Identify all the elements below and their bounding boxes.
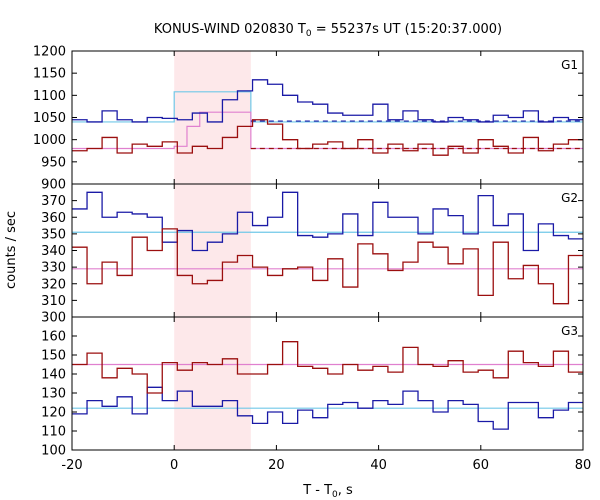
g1-y-tick-label: 950 bbox=[41, 155, 66, 170]
y-axis-label: counts / sec bbox=[4, 211, 19, 289]
g1-panel-label: G1 bbox=[561, 58, 578, 72]
x-tick-label: 20 bbox=[268, 458, 285, 473]
g3-y-tick-label: 160 bbox=[41, 330, 66, 345]
g3-y-tick-label: 150 bbox=[41, 349, 66, 364]
x-tick-label: 40 bbox=[370, 458, 387, 473]
g3-series-blue bbox=[72, 386, 583, 430]
g3-panel-label: G3 bbox=[561, 324, 578, 338]
g2-y-tick-label: 370 bbox=[41, 194, 66, 209]
g3-y-tick-label: 110 bbox=[41, 425, 66, 440]
g1-y-tick-label: 1100 bbox=[33, 89, 66, 104]
g3-y-tick-label: 140 bbox=[41, 368, 66, 383]
g2-y-tick-label: 310 bbox=[41, 294, 66, 309]
g3-panel-frame bbox=[71, 316, 584, 451]
g1-background-step-pink bbox=[72, 111, 583, 150]
g3-y-tick-label: 100 bbox=[41, 444, 66, 459]
x-tick-label: -20 bbox=[61, 458, 82, 473]
frame-layer bbox=[71, 50, 584, 451]
label-layer: 90095010001050110011501200G1300310320330… bbox=[33, 45, 591, 474]
g2-series-blue bbox=[72, 191, 583, 252]
g2-y-tick-label: 350 bbox=[41, 227, 66, 242]
g2-y-tick-label: 360 bbox=[41, 211, 66, 226]
g2-y-tick-label: 330 bbox=[41, 261, 66, 276]
g1-y-tick-label: 1200 bbox=[33, 45, 66, 60]
g1-background-step-cyan bbox=[72, 91, 583, 123]
g2-y-tick-label: 320 bbox=[41, 277, 66, 292]
g2-panel-label: G2 bbox=[561, 191, 578, 205]
g1-y-tick-label: 1150 bbox=[33, 67, 66, 82]
g1-series-blue bbox=[72, 79, 583, 123]
g3-y-tick-label: 130 bbox=[41, 387, 66, 402]
g1-y-tick-label: 1050 bbox=[33, 111, 66, 126]
chart-title: KONUS-WIND 020830 T0 = 55237s UT (15:20:… bbox=[154, 22, 502, 39]
burst-interval-highlight bbox=[174, 51, 251, 450]
data-layer bbox=[72, 79, 583, 430]
g2-y-tick-label: 300 bbox=[41, 311, 66, 326]
x-axis-label: T - T0, s bbox=[302, 483, 353, 500]
g1-y-tick-label: 900 bbox=[41, 178, 66, 193]
g1-series-red bbox=[72, 119, 583, 156]
highlight-layer bbox=[174, 51, 251, 450]
g1-y-tick-label: 1000 bbox=[33, 133, 66, 148]
g3-series-red bbox=[72, 341, 583, 394]
g2-y-tick-label: 340 bbox=[41, 244, 66, 259]
x-tick-label: 80 bbox=[575, 458, 592, 473]
x-tick-label: 0 bbox=[170, 458, 178, 473]
g3-y-tick-label: 120 bbox=[41, 406, 66, 421]
x-tick-label: 60 bbox=[473, 458, 490, 473]
g2-series-red bbox=[72, 228, 583, 305]
